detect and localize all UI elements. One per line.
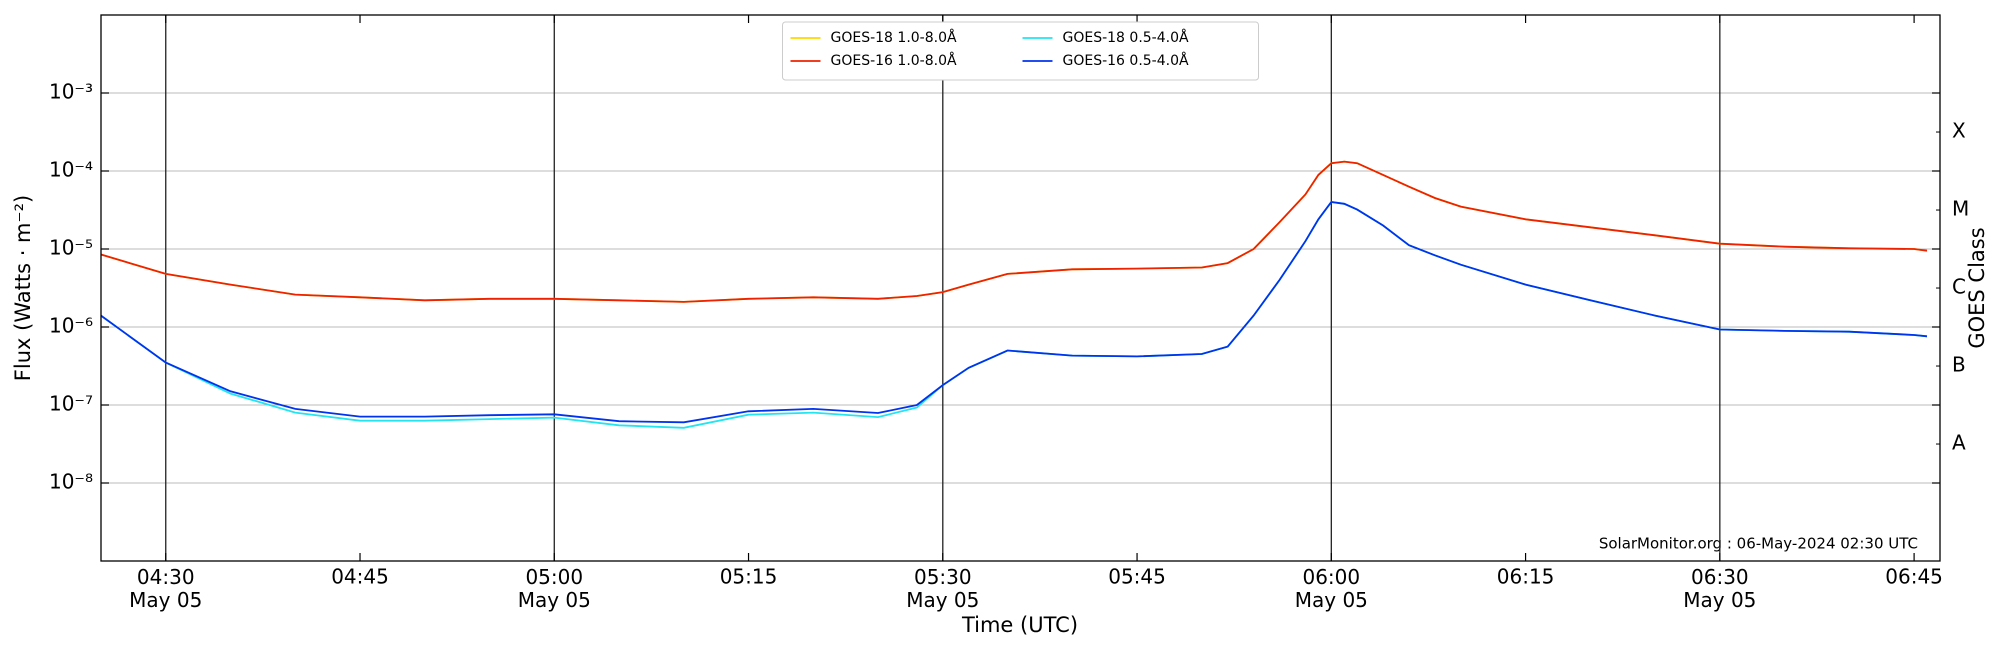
series-line [100, 201, 1928, 424]
x-tick-label: 04:45 [331, 565, 389, 589]
y-tick-label: 10⁻⁴ [49, 158, 93, 182]
legend-label: GOES-18 0.5-4.0Å [1063, 29, 1189, 46]
legend-label: GOES-16 0.5-4.0Å [1063, 52, 1189, 69]
x-tick-label: 06:30 May 05 [1683, 565, 1756, 612]
x-axis-label: Time (UTC) [961, 613, 1078, 637]
series-line [100, 160, 1928, 303]
y-tick-label: 10⁻⁷ [49, 392, 93, 416]
x-tick-label: 05:00 May 05 [518, 565, 591, 612]
y2-tick-label: C [1952, 275, 1966, 299]
y-tick-label: 10⁻⁸ [49, 470, 93, 494]
y2-tick-label: B [1952, 353, 1966, 377]
y-tick-label: 10⁻⁵ [49, 236, 93, 260]
y-tick-label: 10⁻³ [49, 80, 93, 104]
y2-tick-label: M [1952, 197, 1969, 221]
x-tick-label: 06:00 May 05 [1295, 565, 1368, 612]
plot-frame [100, 14, 1941, 562]
x-tick-label: 06:45 [1885, 565, 1943, 589]
y2-tick-label: A [1952, 431, 1966, 455]
x-tick-label: 05:30 May 05 [906, 565, 979, 612]
legend-label: GOES-18 1.0-8.0Å [831, 29, 957, 46]
y2-tick-label: X [1952, 119, 1966, 143]
y-tick-label: 10⁻⁶ [49, 314, 93, 338]
legend-label: GOES-16 1.0-8.0Å [831, 52, 957, 69]
x-tick-label: 04:30 May 05 [129, 565, 202, 612]
y2-axis-label: GOES Class [1965, 227, 1989, 348]
x-tick-label: 06:15 [1497, 565, 1555, 589]
legend-box [782, 21, 1259, 81]
annotation: SolarMonitor.org : 06-May-2024 02:30 UTC [1599, 535, 1918, 553]
x-tick-label: 05:15 [720, 565, 778, 589]
y-axis-label: Flux (Watts · m⁻²) [11, 195, 35, 381]
legend: GOES-18 1.0-8.0Å GOES-16 1.0-8.0Å GOES-18 … [782, 21, 1259, 81]
series-line [100, 160, 1928, 303]
x-tick-label: 05:45 [1108, 565, 1166, 589]
